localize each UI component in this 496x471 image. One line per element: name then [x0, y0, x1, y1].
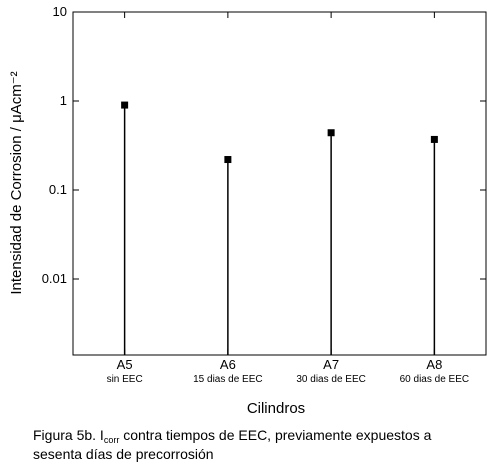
- marker: [430, 135, 438, 143]
- x-tick-note: 15 dias de EEC: [193, 374, 263, 385]
- x-tick-label: A6: [220, 357, 236, 372]
- x-axis-label: Cilindros: [247, 400, 305, 417]
- x-tick-label: A5: [117, 357, 133, 372]
- caption-subscript: corr: [104, 435, 120, 445]
- x-tick-label: A7: [323, 357, 339, 372]
- caption-text: Figura 5b. I: [33, 427, 104, 443]
- y-axis-label: Intensidad de Corrosion / μAcm⁻²: [8, 71, 25, 294]
- caption: Figura 5b. Icorr contra tiempos de EEC, …: [33, 427, 432, 445]
- x-tick-note: 30 dias de EEC: [296, 374, 366, 385]
- x-tick-note: sin EEC: [107, 374, 143, 385]
- caption-text: contra tiempos de EEC, previamente expue…: [119, 427, 431, 443]
- y-tick-label: 0.01: [42, 271, 67, 286]
- marker: [224, 156, 232, 164]
- caption: sesenta días de precorrosión: [33, 446, 214, 462]
- plot-frame: [72, 11, 487, 356]
- marker: [327, 129, 335, 137]
- x-tick-note: 60 dias de EEC: [400, 374, 470, 385]
- x-tick-label: A8: [426, 357, 442, 372]
- y-tick-label: 10: [53, 4, 67, 19]
- y-tick-label: 1: [60, 93, 67, 108]
- y-tick-label: 0.1: [49, 182, 67, 197]
- marker: [121, 101, 129, 109]
